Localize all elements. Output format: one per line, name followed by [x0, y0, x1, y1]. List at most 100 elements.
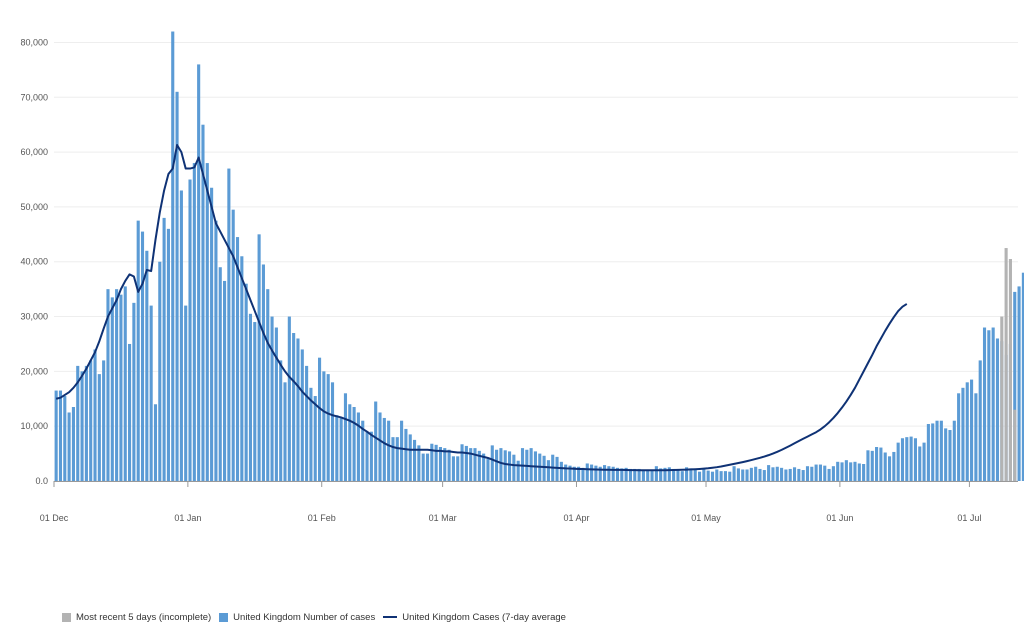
case-bar: [1013, 291, 1017, 481]
case-bar: [188, 179, 192, 481]
case-bar: [542, 455, 546, 481]
y-tick-label: 30,000: [20, 312, 48, 322]
case-bar: [115, 289, 119, 481]
case-bar: [805, 466, 810, 481]
case-bar: [425, 453, 430, 481]
case-bar: [261, 264, 265, 481]
case-bar: [387, 420, 391, 481]
case-bar: [918, 446, 922, 481]
case-bar: [253, 322, 257, 481]
case-bar: [637, 468, 641, 481]
case-bar: [689, 468, 693, 481]
case-bar: [900, 438, 905, 481]
case-bar: [922, 442, 926, 481]
case-bar: [780, 467, 784, 481]
case-bar: [771, 467, 775, 481]
case-bar: [672, 468, 676, 481]
case-bar: [197, 64, 201, 481]
legend-label-incomplete: Most recent 5 days (incomplete): [76, 611, 212, 623]
case-bar: [460, 444, 464, 481]
case-bar: [797, 468, 801, 481]
case-bar: [447, 449, 451, 481]
case-bar: [434, 444, 438, 481]
case-bar: [266, 289, 270, 481]
case-bar: [63, 396, 67, 481]
case-bar: [520, 448, 525, 481]
cases-chart: 0.0 10,000 20,000 30,000 40,000 50,000 60,000 7…: [20, 31, 1024, 523]
case-bar: [89, 360, 93, 481]
case-bar: [400, 420, 404, 481]
case-bar: [145, 250, 149, 481]
case-bar: [944, 428, 948, 481]
case-bar: [676, 469, 680, 481]
case-bar: [305, 365, 309, 481]
case-bar: [814, 464, 818, 481]
case-bar: [391, 437, 395, 481]
case-bar: [935, 420, 939, 481]
case-bar: [831, 466, 835, 481]
case-bar: [875, 447, 879, 481]
legend-item-cases[interactable]: United Kingdom Number of cases: [219, 612, 375, 623]
case-bar: [348, 404, 352, 481]
case-bar: [512, 454, 516, 481]
legend-item-incomplete[interactable]: Most recent 5 days (incomplete): [62, 612, 211, 623]
case-bar: [330, 382, 335, 481]
x-tick-label: 01 Jul: [957, 513, 981, 523]
case-bar: [106, 289, 110, 481]
case-bar: [775, 466, 779, 481]
case-bar: [792, 467, 797, 481]
case-bar: [909, 436, 913, 481]
y-tick-label: 60,000: [20, 147, 48, 157]
case-bar: [581, 467, 585, 481]
case-bar: [110, 297, 114, 481]
case-bar: [149, 305, 153, 481]
case-bar: [235, 237, 240, 481]
case-bar: [823, 465, 827, 481]
case-bar: [71, 407, 75, 481]
case-bar: [728, 471, 732, 481]
x-tick-label: 01 Dec: [40, 513, 69, 523]
case-bar: [650, 469, 654, 481]
y-tick-label: 80,000: [20, 37, 48, 47]
y-tick-label: 70,000: [20, 92, 48, 102]
case-bar: [555, 456, 559, 481]
case-bar: [784, 469, 788, 481]
case-bar: [417, 445, 421, 481]
case-bar: [620, 468, 624, 481]
case-bar: [1021, 272, 1024, 481]
case-bar: [192, 163, 196, 481]
case-bar: [378, 412, 382, 481]
case-bar: [702, 469, 706, 481]
case-bar: [335, 415, 339, 481]
case-bar: [123, 286, 127, 481]
case-bar: [413, 439, 417, 481]
case-bar: [866, 450, 870, 481]
case-bar: [827, 468, 831, 481]
case-bar: [965, 382, 969, 481]
case-bar: [879, 447, 883, 481]
case-bar: [499, 448, 503, 481]
case-bar: [788, 468, 792, 481]
case-bar: [352, 407, 356, 481]
y-axis: 0.0 10,000 20,000 30,000 40,000 50,000 60,000 7…: [20, 37, 48, 486]
case-bar: [892, 451, 896, 481]
case-bar: [736, 468, 740, 481]
case-bar: [210, 187, 214, 482]
y-tick-label: 20,000: [20, 366, 48, 376]
case-bar: [745, 469, 749, 481]
x-tick-label: 01 May: [691, 513, 721, 523]
case-bar: [801, 470, 805, 481]
case-bar: [546, 460, 550, 481]
case-bar: [248, 313, 253, 481]
case-bar: [939, 420, 943, 481]
case-bar: [218, 267, 222, 481]
case-bar: [166, 228, 170, 481]
legend-item-average[interactable]: United Kingdom Cases (7-day average: [383, 612, 566, 623]
y-tick-label: 50,000: [20, 202, 48, 212]
case-bar: [179, 190, 183, 482]
case-bar: [408, 434, 412, 481]
case-bar: [318, 357, 322, 481]
legend-swatch-average: [383, 616, 398, 618]
case-bar: [490, 445, 494, 481]
case-bar: [991, 327, 995, 481]
